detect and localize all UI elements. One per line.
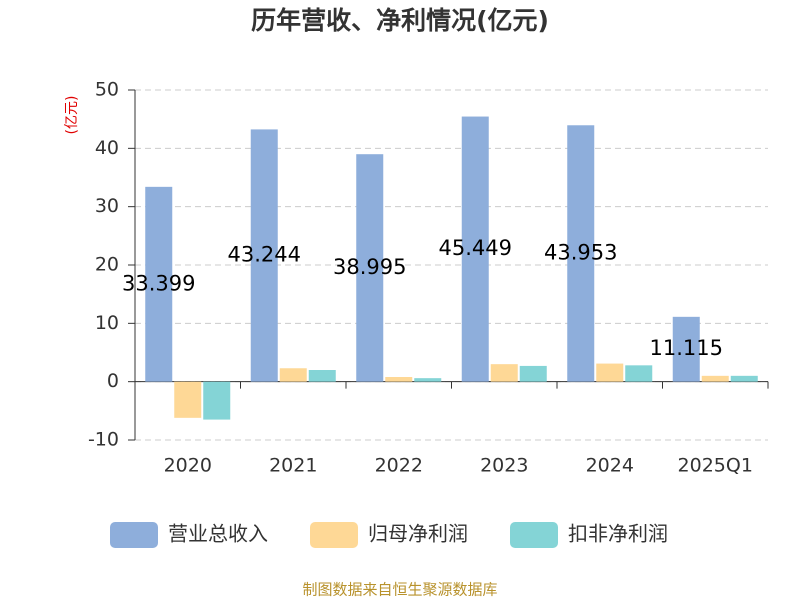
legend-label[interactable]: 归母净利润 <box>368 522 468 546</box>
y-tick-label: 50 <box>95 79 119 101</box>
legend-label[interactable]: 扣非净利润 <box>568 522 668 546</box>
x-tick-label: 2023 <box>480 455 528 477</box>
y-tick-label: 0 <box>107 370 119 392</box>
legend-swatch[interactable] <box>510 522 558 548</box>
legend-swatch[interactable] <box>310 522 358 548</box>
bar <box>385 377 413 382</box>
bar <box>308 370 336 382</box>
bar <box>625 365 653 382</box>
bar <box>730 375 758 382</box>
data-label: 43.953 <box>544 240 617 264</box>
bar <box>672 316 700 382</box>
bar <box>490 364 518 382</box>
legend-swatch[interactable] <box>110 522 158 548</box>
y-tick-label: 10 <box>95 312 119 334</box>
chart-title: 历年营收、净利情况(亿元) <box>251 6 549 35</box>
bar <box>461 116 489 382</box>
bar <box>596 363 624 382</box>
y-tick-label: -10 <box>88 429 119 451</box>
x-tick-label: 2025Q1 <box>678 455 753 477</box>
data-label: 38.995 <box>333 255 406 279</box>
x-tick-label: 2020 <box>164 455 212 477</box>
x-tick-label: 2024 <box>586 455 634 477</box>
x-tick-label: 2021 <box>269 455 317 477</box>
y-tick-label: 30 <box>95 195 119 217</box>
y-tick-label: 20 <box>95 254 119 276</box>
y-axis-label: (亿元) <box>64 96 80 135</box>
bar <box>174 381 202 418</box>
data-label: 43.244 <box>228 243 301 267</box>
bar <box>250 129 278 382</box>
bar <box>356 154 384 382</box>
bar <box>701 375 729 382</box>
bar <box>567 125 595 382</box>
x-tick-label: 2022 <box>375 455 423 477</box>
bar <box>279 368 307 382</box>
bar <box>519 365 547 382</box>
data-label: 45.449 <box>439 236 512 260</box>
y-tick-label: 40 <box>95 137 119 159</box>
data-label: 33.399 <box>122 271 195 295</box>
bar <box>203 381 231 420</box>
bar <box>145 186 173 382</box>
bar <box>414 378 442 382</box>
data-label: 11.115 <box>650 336 723 360</box>
source-note: 制图数据来自恒生聚源数据库 <box>302 581 497 599</box>
legend-label[interactable]: 营业总收入 <box>168 522 268 546</box>
